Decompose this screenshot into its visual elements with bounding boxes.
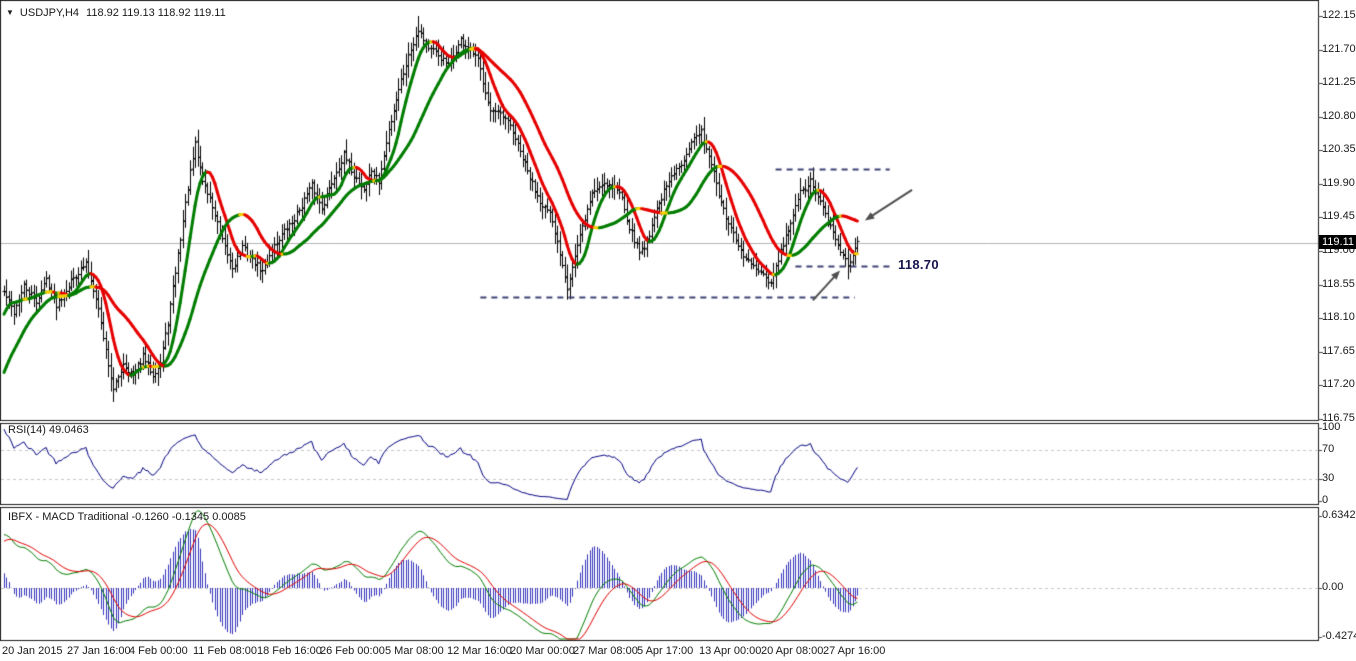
- price-tick-label: 120.80: [1322, 110, 1356, 122]
- time-tick-label: 11 Feb 08:00: [193, 645, 258, 657]
- price-tick-label: 119.90: [1322, 177, 1355, 189]
- time-tick-label: 5 Apr 17:00: [637, 645, 694, 657]
- time-tick-label: 20 Apr 08:00: [761, 645, 824, 657]
- price-tick-label: 117.20: [1322, 378, 1355, 390]
- price-tick-label: 122.15: [1322, 9, 1356, 21]
- time-tick-label: 13 Apr 00:00: [699, 645, 762, 657]
- price-tick-label: 120.35: [1322, 143, 1356, 155]
- time-tick-label: 4 Feb 00:00: [129, 645, 188, 657]
- price-tick-label: 119.45: [1322, 210, 1355, 222]
- rsi-indicator-label: RSI(14) 49.0463: [8, 424, 89, 436]
- symbol-label: ▼ USDJPY,H4 118.92 119.13 118.92 119.11: [6, 7, 226, 19]
- symbol-name: USDJPY,H4: [19, 7, 80, 19]
- time-tick-label: 27 Apr 16:00: [823, 645, 886, 657]
- time-tick-label: 27 Jan 16:00: [67, 645, 131, 657]
- macd-tick-label: -0.4274: [1322, 630, 1356, 642]
- price-tick-label: 118.55: [1322, 278, 1355, 290]
- time-tick-label: 12 Mar 16:00: [447, 645, 512, 657]
- ohlc-values: 118.92 119.13 118.92 119.11: [86, 7, 226, 19]
- price-tick-label: 116.75: [1322, 412, 1355, 424]
- annotation-price-label: 118.70: [898, 257, 939, 272]
- rsi-tick-label: 0: [1322, 494, 1329, 506]
- rsi-tick-label: 70: [1322, 443, 1335, 455]
- time-tick-label: 26 Feb 00:00: [320, 645, 385, 657]
- time-tick-label: 20 Jan 2015: [2, 645, 63, 657]
- price-tick-label: 121.70: [1322, 43, 1356, 55]
- time-tick-label: 27 Mar 08:00: [573, 645, 638, 657]
- current-price-badge: 119.11: [1319, 235, 1356, 249]
- price-tick-label: 118.10: [1322, 311, 1355, 323]
- rsi-tick-label: 30: [1322, 472, 1335, 484]
- macd-indicator-label: IBFX - MACD Traditional -0.1260 -0.1345 …: [8, 511, 246, 523]
- price-tick-label: 121.25: [1322, 76, 1356, 88]
- rsi-tick-label: 100: [1322, 421, 1341, 433]
- time-tick-label: 5 Mar 08:00: [385, 645, 444, 657]
- macd-tick-label: 0.00: [1322, 581, 1344, 593]
- time-tick-label: 20 Mar 00:00: [510, 645, 575, 657]
- macd-tick-label: 0.6342: [1322, 509, 1356, 521]
- time-tick-label: 18 Feb 16:00: [257, 645, 322, 657]
- symbol-dropdown-icon[interactable]: ▼: [6, 8, 14, 17]
- price-tick-label: 117.65: [1322, 345, 1355, 357]
